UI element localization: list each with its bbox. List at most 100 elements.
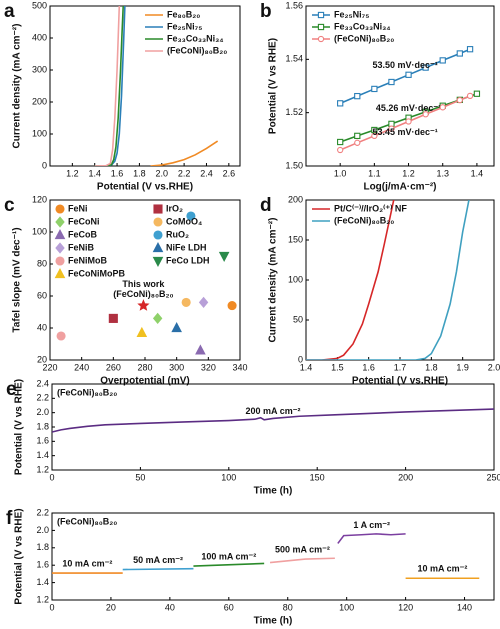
panel-letter: e xyxy=(6,379,17,400)
marker xyxy=(54,229,66,240)
x-tick-label: 150 xyxy=(310,472,325,482)
legend-label: Fe₃₃Co₃₃Ni₃₄ xyxy=(334,21,391,31)
data-line xyxy=(193,562,265,567)
x-tick-label: 1.8 xyxy=(133,168,146,178)
y-tick-label: 1.2 xyxy=(36,464,49,474)
x-tick-label: 340 xyxy=(232,362,247,372)
legend-label: FeCoNi xyxy=(68,216,100,226)
y-tick-label: 0 xyxy=(298,354,303,364)
y-tick-label: 1.8 xyxy=(36,542,49,552)
y-axis-label: Current density (mA cm⁻²) xyxy=(12,24,23,149)
y-tick-label: 500 xyxy=(32,0,47,10)
y-tick-label: 60 xyxy=(37,290,47,300)
y-axis-label: Potential (V vs RHE) xyxy=(14,379,25,475)
series-label: 100 mA cm⁻² xyxy=(201,551,256,561)
data-line xyxy=(52,408,494,433)
x-tick-label: 50 xyxy=(135,472,145,482)
legend-label: FeNiB xyxy=(68,242,95,252)
legend-label: Fe₂₅Ni₇₅ xyxy=(334,9,369,19)
marker xyxy=(388,78,395,86)
x-tick-label: 1.2 xyxy=(402,168,415,178)
x-tick-label: 40 xyxy=(165,602,175,612)
y-tick-label: 1.4 xyxy=(36,577,49,587)
marker xyxy=(456,50,463,57)
y-axis-label: Potential (V vs RHE) xyxy=(268,38,279,134)
y-tick-label: 50 xyxy=(293,314,303,324)
marker xyxy=(195,344,206,355)
plot-frame xyxy=(49,5,241,167)
panel-letter: a xyxy=(4,1,15,22)
legend-label: Fe₂₅Ni₇₅ xyxy=(167,21,202,31)
series-label: 500 mA cm⁻² xyxy=(275,544,330,554)
x-tick-label: 2.6 xyxy=(223,168,236,178)
marker xyxy=(152,242,164,253)
x-tick-label: 0 xyxy=(49,602,54,612)
marker xyxy=(456,96,463,104)
x-tick-label: 1.6 xyxy=(111,168,124,178)
x-tick-label: 1.0 xyxy=(334,168,347,178)
x-tick-label: 80 xyxy=(283,602,293,612)
x-tick-label: 1.4 xyxy=(88,168,101,178)
marker xyxy=(405,118,412,125)
y-tick-label: 120 xyxy=(32,194,47,204)
y-tick-label: 150 xyxy=(288,234,303,244)
marker xyxy=(56,331,66,341)
y-tick-label: 100 xyxy=(288,274,303,284)
highlight-sublabel: (FeCoNi)₈₀B₂₀ xyxy=(113,289,173,299)
x-tick-label: 1.1 xyxy=(368,168,381,178)
data-line xyxy=(306,200,470,360)
data-line xyxy=(122,567,194,571)
x-tick-label: 1.3 xyxy=(436,168,449,178)
marker xyxy=(181,297,191,307)
x-tick-label: 1.7 xyxy=(394,362,407,372)
marker xyxy=(337,138,344,146)
marker xyxy=(422,64,429,71)
series-label: 45.26 mV·dec⁻¹ xyxy=(376,103,441,113)
x-tick-label: 1.5 xyxy=(331,362,344,372)
x-axis-label: Potential (V vs.RHE) xyxy=(97,182,193,193)
marker xyxy=(55,216,65,228)
data-line xyxy=(337,533,406,544)
x-axis-label: Overpotential (mV) xyxy=(100,376,189,387)
legend-label: CoMoO₄ xyxy=(166,216,202,226)
y-tick-label: 1.4 xyxy=(36,450,49,460)
legend-label: FeNiMoB xyxy=(68,255,107,265)
marker xyxy=(186,211,196,221)
note: (FeCoNi)₈₀B₂₀ xyxy=(57,387,117,397)
y-axis-label: Current density (mA cm⁻²) xyxy=(268,218,279,343)
marker xyxy=(371,85,378,93)
y-tick-label: 80 xyxy=(37,258,47,268)
legend-label: FeNi xyxy=(68,203,88,213)
legend-label: NiFe LDH xyxy=(166,242,207,252)
y-axis-label: Tafel slope (mV dec⁻¹) xyxy=(12,227,23,332)
legend-label: (FeCoNi)₈₀B₂₀ xyxy=(167,45,227,55)
x-tick-label: 120 xyxy=(398,602,413,612)
x-axis-label: Log(j/mA·cm⁻²) xyxy=(363,182,436,193)
series-label: 10 mA cm⁻² xyxy=(62,558,112,568)
marker xyxy=(354,139,361,146)
x-tick-label: 1.2 xyxy=(66,168,79,178)
legend-label: FeCo LDH xyxy=(166,255,210,265)
x-axis-label: Time (h) xyxy=(254,486,293,497)
legend-label: (FeCoNi)₈₀B₂₀ xyxy=(334,33,394,43)
y-tick-label: 40 xyxy=(37,322,47,332)
marker xyxy=(405,71,412,78)
legend-label: FeCoNiMoPB xyxy=(68,268,125,278)
marker xyxy=(439,57,446,64)
x-tick-label: 100 xyxy=(339,602,354,612)
marker xyxy=(153,204,163,214)
panel-letter: b xyxy=(260,1,272,22)
y-tick-label: 1.50 xyxy=(285,160,303,170)
panel-letter: c xyxy=(4,195,15,216)
y-tick-label: 1.6 xyxy=(36,436,49,446)
x-tick-label: 1.4 xyxy=(300,362,313,372)
marker xyxy=(317,35,325,43)
x-tick-label: 200 xyxy=(398,472,413,482)
x-tick-label: 2.2 xyxy=(178,168,191,178)
marker xyxy=(466,92,474,100)
y-tick-label: 1.8 xyxy=(36,421,49,431)
marker xyxy=(337,100,344,107)
marker xyxy=(371,132,378,140)
series-label: 53.45 mV·dec⁻¹ xyxy=(372,127,437,137)
